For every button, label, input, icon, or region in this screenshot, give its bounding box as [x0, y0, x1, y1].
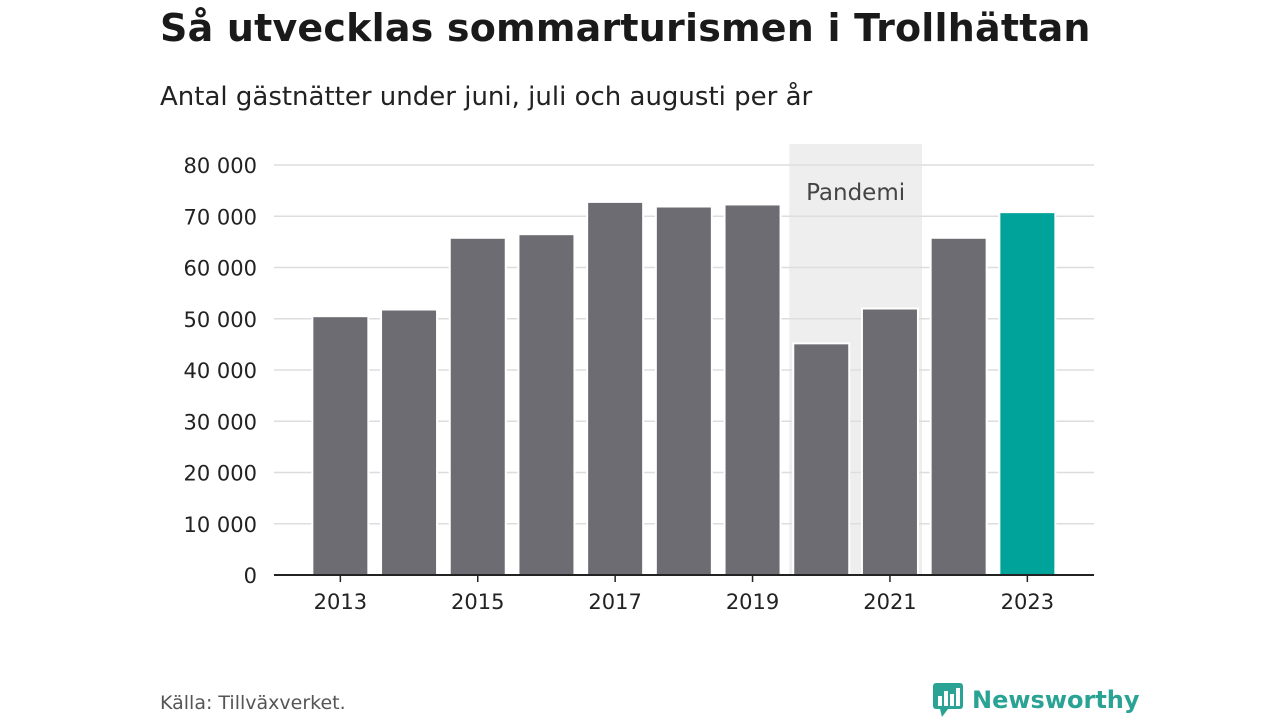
y-tick-label: 40 000 — [184, 359, 257, 383]
y-tick-label: 60 000 — [184, 257, 257, 281]
x-tick-label: 2013 — [314, 590, 367, 614]
y-tick-label: 80 000 — [184, 154, 257, 178]
bar-2013 — [311, 315, 370, 576]
bar-2014 — [380, 308, 439, 576]
y-tick-label: 0 — [244, 564, 257, 588]
y-tick-label: 70 000 — [184, 205, 257, 229]
bar-2017 — [586, 200, 645, 576]
newsworthy-logo-icon — [933, 683, 963, 717]
bar-2021 — [860, 307, 919, 576]
x-tick-label: 2017 — [588, 590, 641, 614]
x-tick-label: 2019 — [726, 590, 779, 614]
bar-2016 — [517, 233, 576, 576]
chart-subtitle: Antal gästnätter under juni, juli och au… — [160, 82, 813, 112]
bar-2018 — [654, 205, 713, 576]
x-tick-label: 2021 — [863, 590, 916, 614]
bar-2015 — [448, 236, 507, 576]
x-tick-label: 2023 — [1001, 590, 1054, 614]
bar-2020 — [792, 342, 851, 576]
brand-name: Newsworthy — [972, 686, 1140, 714]
bar-2023 — [998, 211, 1057, 576]
chart-title: Så utvecklas sommarturismen i Trollhätta… — [160, 6, 1091, 50]
bar-chart: Pandemi 0 10 000 20 000 30 000 40 000 50 000 6… — [184, 144, 1094, 614]
bar-2019 — [723, 203, 782, 576]
y-tick-label: 30 000 — [184, 410, 257, 434]
source-note: Källa: Tillväxverket. — [160, 692, 346, 714]
x-tick-label: 2015 — [451, 590, 504, 614]
bars — [311, 200, 1057, 576]
axes: 2013 2015 2017 2019 2021 2023 — [274, 574, 1094, 614]
y-tick-label: 20 000 — [184, 462, 257, 486]
y-tick-label: 10 000 — [184, 513, 257, 537]
y-tick-label: 50 000 — [184, 308, 257, 332]
pandemic-label: Pandemi — [806, 180, 905, 206]
brand-logo: Newsworthy — [932, 682, 1140, 718]
bar-2022 — [929, 236, 988, 576]
